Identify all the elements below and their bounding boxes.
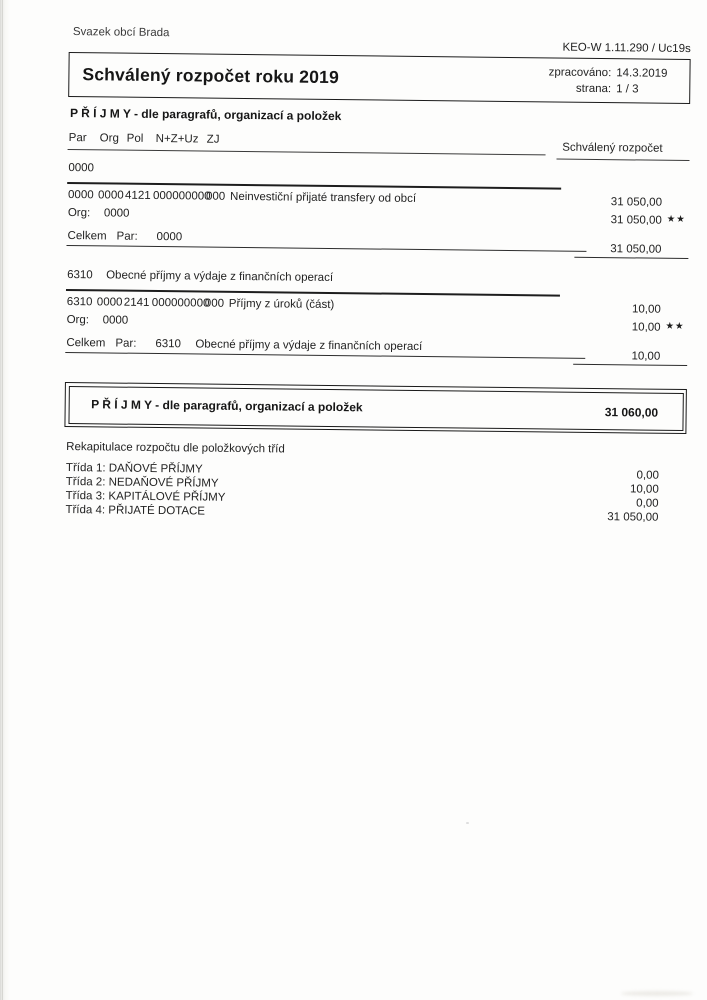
cell-zj: 000: [205, 190, 226, 203]
org-amount: 10,00: [631, 321, 661, 334]
cell-par: 6310: [66, 295, 93, 309]
org-label: Org:: [67, 206, 91, 220]
recap-label: Třída 1: DAŇOVÉ PŘÍJMY: [65, 461, 203, 476]
cell-org: 0000: [96, 296, 123, 309]
total-rule-left: [66, 244, 587, 252]
total-par-name: Obecné příjmy a výdaje z finančních oper…: [195, 338, 423, 354]
recap-rows: Třída 1: DAŇOVÉ PŘÍJMY 0,00 Třída 2: NED…: [63, 462, 686, 525]
section-name: Obecné příjmy a výdaje z finančních oper…: [106, 269, 334, 285]
income-total-amount: 31 060,00: [604, 404, 659, 420]
section-par: 6310: [67, 268, 93, 282]
table-header-row: Par Org Pol N+Z+Uz ZJ Schválený rozpočet: [67, 132, 690, 162]
total-par: 0000: [156, 231, 183, 244]
column-header-zj: ZJ: [206, 133, 220, 146]
org-value: 0000: [103, 207, 130, 220]
recap-amount: 0,00: [636, 497, 659, 510]
recap-heading: Rekapitulace rozpočtu dle položkových tř…: [66, 440, 285, 456]
total-rule-right: [574, 256, 689, 260]
amount-header-rule: [556, 158, 690, 162]
stars-marker: ★★: [665, 320, 685, 333]
column-header-par: Par: [68, 132, 87, 145]
income-section-heading: P Ř Í J M Y - dle paragrafů, organizací …: [69, 106, 342, 124]
software-version: KEO-W 1.11.290 / Uc19s: [562, 41, 691, 56]
section-thick-rule: [65, 288, 560, 297]
total-rule-left: [65, 351, 586, 359]
org-value: 0000: [102, 314, 129, 327]
total-par-label: Par:: [116, 230, 138, 243]
section-row-6310: 6310 Obecné příjmy a výdaje z finančních…: [66, 269, 688, 291]
total-par: 6310: [155, 338, 182, 351]
processed-label: zpracováno:: [548, 66, 612, 80]
processing-info: zpracováno: 14.3.2019 strana: 1 / 3: [548, 64, 668, 97]
cell-amount: 10,00: [631, 303, 661, 316]
recap-amount: 31 050,00: [607, 511, 659, 524]
column-header-pol: Pol: [126, 132, 144, 145]
org-subtotal-row: Org: 0000 10,00 ★★: [66, 314, 688, 336]
total-amount: 31 050,00: [610, 243, 662, 256]
income-total-label: P Ř Í J M Y - dle paragrafů, organizací …: [91, 396, 363, 414]
total-rule-right: [573, 363, 688, 367]
page-label: strana:: [575, 82, 612, 96]
cell-amount: 31 050,00: [610, 196, 663, 209]
recap-label: Třída 4: PŘIJATÉ DOTACE: [65, 503, 206, 518]
org-amount: 31 050,00: [610, 214, 662, 227]
document-content: Svazek obcí Brada KEO-W 1.11.290 / Uc19s…: [63, 24, 691, 525]
income-total-box: P Ř Í J M Y - dle paragrafů, organizací …: [64, 381, 687, 435]
total-amount: 10,00: [631, 350, 661, 363]
org-label: Org:: [66, 313, 90, 327]
cell-org: 0000: [97, 189, 124, 202]
cell-nzuz: 000000000: [151, 296, 210, 310]
scan-edge-artifact: [0, 0, 10, 1000]
recap-amount: 10,00: [629, 483, 659, 496]
cell-pol: 4121: [124, 189, 151, 202]
cell-description: Příjmy z úroků (část): [228, 297, 335, 312]
scan-smudge-artifact: [621, 991, 693, 996]
recap-label: Třída 3: KAPITÁLOVÉ PŘÍJMY: [65, 489, 226, 504]
title-box: Schválený rozpočet roku 2019 zpracováno:…: [68, 51, 691, 105]
section-par: 0000: [68, 162, 95, 175]
paragraph-total-row: Celkem Par: 6310 Obecné příjmy a výdaje …: [65, 336, 688, 371]
header-rule: [67, 148, 546, 156]
income-total-box-inner: P Ř Í J M Y - dle paragrafů, organizací …: [67, 385, 684, 431]
paragraph-total-row: Celkem Par: 0000 31 050,00: [66, 229, 689, 264]
recap-amount: 0,00: [636, 469, 659, 482]
page-number: 1 / 3: [616, 83, 639, 96]
scan-edge-line: [2, 0, 3, 1000]
stars-marker: ★★: [666, 213, 686, 226]
column-header-nzuz: N+Z+Uz: [155, 132, 199, 146]
scan-speck-artifact: [466, 822, 469, 824]
total-par-label: Par:: [115, 337, 137, 350]
column-header-amount: Schválený rozpočet: [562, 141, 663, 155]
org-subtotal-row: Org: 0000 31 050,00 ★★: [67, 207, 689, 229]
cell-nzuz: 000000000: [152, 189, 211, 203]
cell-zj: 000: [204, 297, 225, 310]
total-label: Celkem: [66, 336, 106, 350]
recap-label: Třída 2: NEDAŇOVÉ PŘÍJMY: [65, 475, 219, 490]
section-thick-rule: [67, 181, 562, 190]
processed-date: 14.3.2019: [616, 67, 668, 80]
total-label: Celkem: [67, 229, 107, 243]
organization-name: Svazek obcí Brada: [72, 26, 170, 40]
cell-par: 0000: [67, 189, 94, 202]
document-title: Schválený rozpočet roku 2019: [82, 64, 340, 88]
cell-description: Neinvestiční přijaté transfery od obcí: [229, 190, 417, 205]
cell-pol: 2141: [123, 296, 150, 309]
section-row-0000: 0000: [67, 162, 689, 184]
column-header-org: Org: [99, 132, 119, 145]
